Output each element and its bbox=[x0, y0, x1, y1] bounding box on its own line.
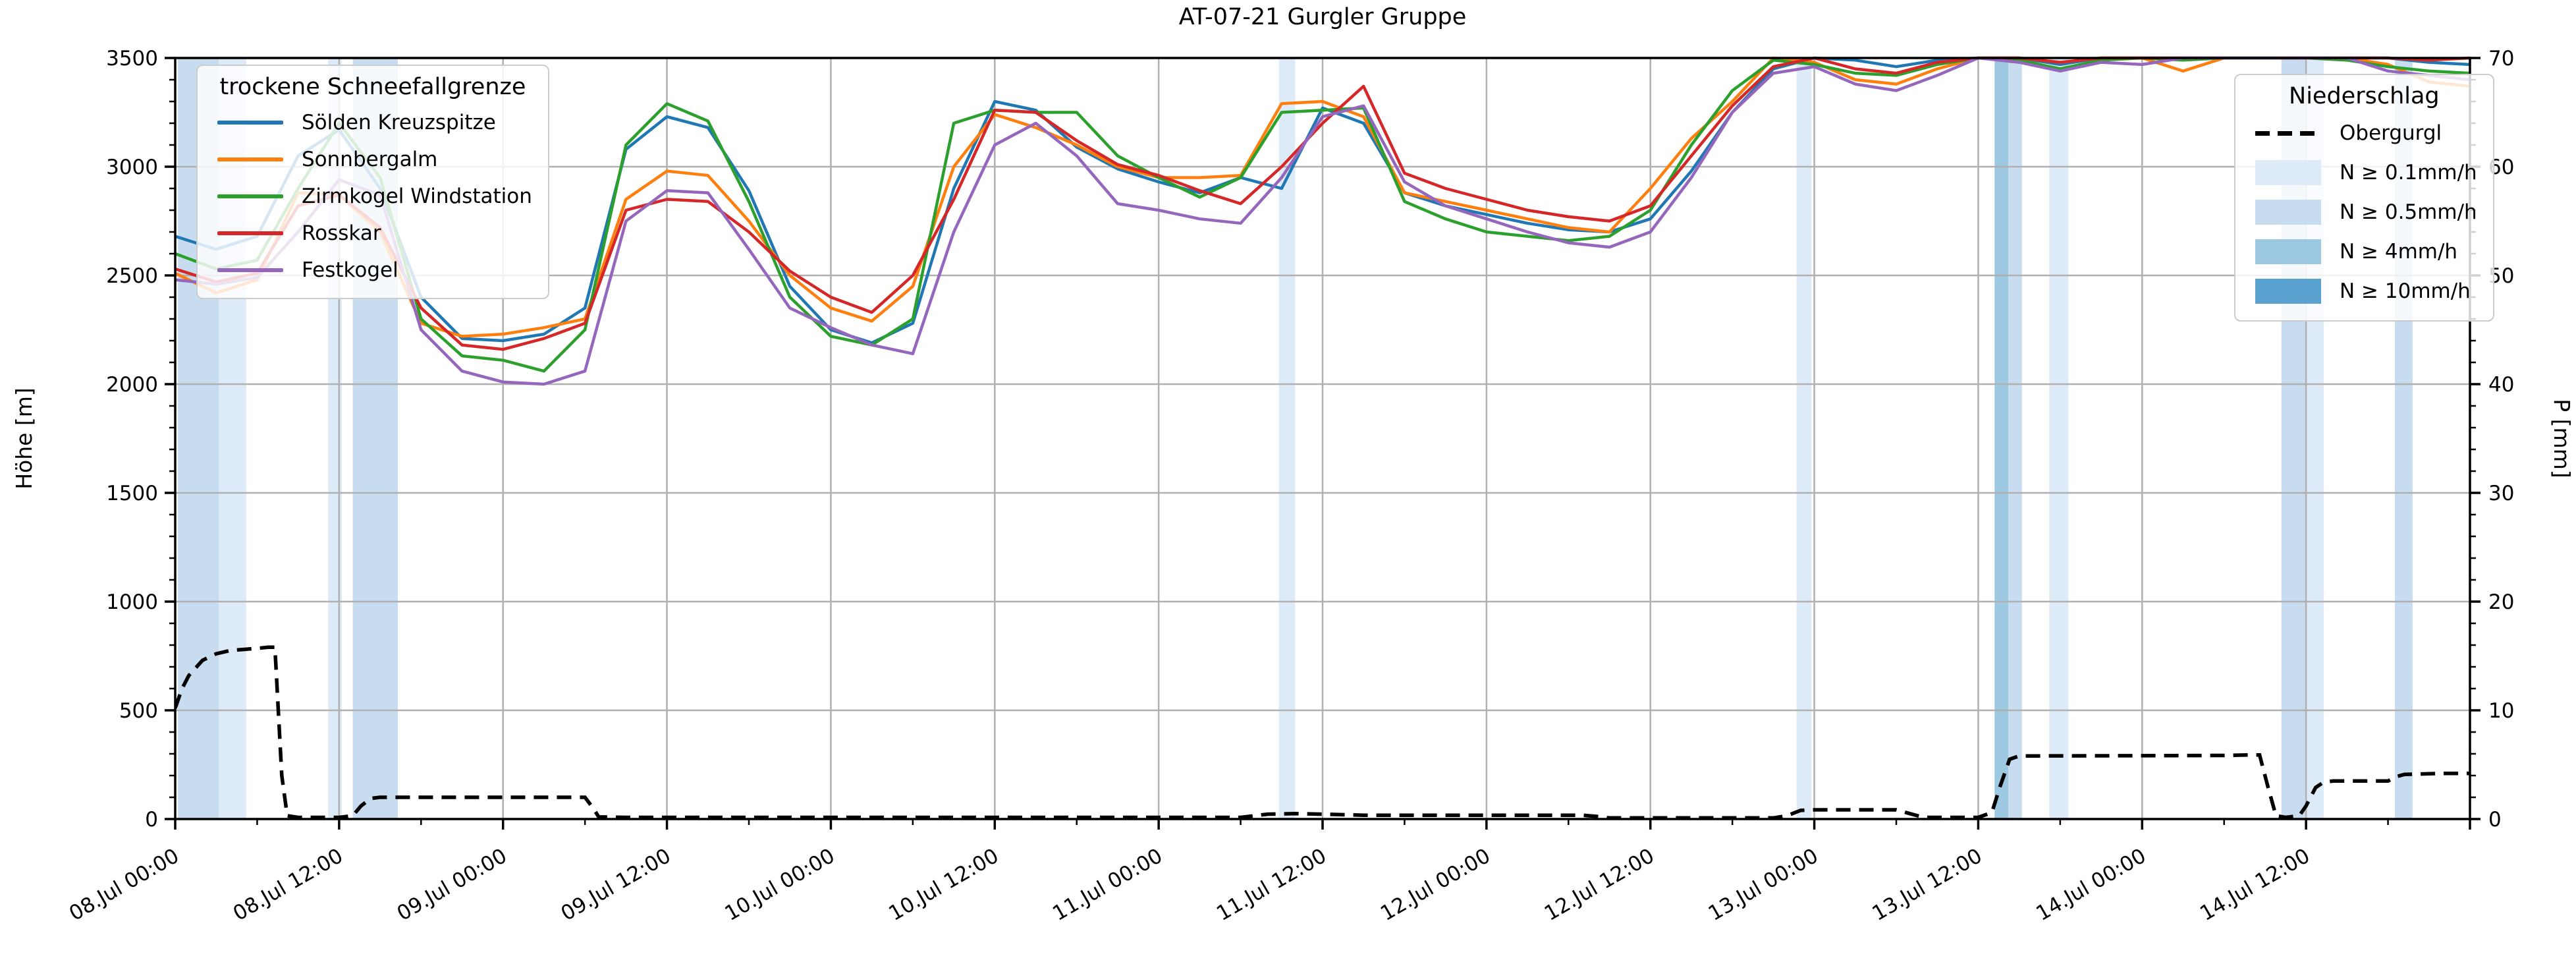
x-tick-label: 10.Jul 00:00 bbox=[721, 844, 838, 926]
legend-precip-label: N ≥ 0.1mm/h bbox=[2340, 161, 2477, 184]
y-right-tick-label: 70 bbox=[2488, 47, 2514, 71]
legend-precip-swatch-1 bbox=[2251, 160, 2325, 185]
legend-precip-label: N ≥ 10mm/h bbox=[2340, 279, 2471, 303]
legend-snowline-label: Rosskar bbox=[302, 221, 381, 245]
y-left-tick-label: 2000 bbox=[106, 373, 158, 397]
y-left-tick-label: 3000 bbox=[106, 156, 158, 179]
legend-snowline-swatch-3 bbox=[213, 231, 287, 235]
legend-snowline-item: Zirmkogel Windstation bbox=[213, 178, 532, 215]
y-left-tick-label: 1000 bbox=[106, 590, 158, 614]
legend-precip-label: Obergurgl bbox=[2340, 121, 2442, 145]
x-tick-label: 13.Jul 00:00 bbox=[1705, 844, 1822, 926]
line-color-swatch bbox=[217, 268, 283, 272]
legend-snowline-item: Sonnbergalm bbox=[213, 141, 532, 178]
legend-snowline-swatch-0 bbox=[213, 121, 287, 125]
x-tick-label: 12.Jul 12:00 bbox=[1541, 844, 1658, 926]
legend-precip-label: N ≥ 0.5mm/h bbox=[2340, 200, 2477, 224]
gridlines bbox=[175, 58, 2470, 819]
legend-precip-item: N ≥ 10mm/h bbox=[2251, 271, 2477, 311]
legend-snowline-label: Festkogel bbox=[302, 258, 398, 282]
x-tick-label: 11.Jul 12:00 bbox=[1213, 844, 1330, 926]
x-tick-label: 09.Jul 12:00 bbox=[557, 844, 675, 926]
precip-band bbox=[1278, 58, 1296, 819]
x-tick-label: 08.Jul 12:00 bbox=[229, 844, 347, 926]
legend-snowline-items: Sölden Kreuzspitze Sonnbergalm Zirmkogel W… bbox=[213, 104, 532, 289]
legend-precip-items: Obergurgl N ≥ 0.1mm/h N ≥ 0.5mm/h N ≥ 4mm/h… bbox=[2251, 113, 2477, 311]
legend-precip-label: N ≥ 4mm/h bbox=[2340, 240, 2458, 264]
legend-snowline-swatch-4 bbox=[213, 268, 287, 272]
x-tick-label: 08.Jul 00:00 bbox=[65, 844, 183, 926]
legend-precip-swatch-0 bbox=[2251, 130, 2325, 136]
x-tick-label: 09.Jul 00:00 bbox=[393, 844, 511, 926]
precip-cumulative-line bbox=[175, 645, 2470, 820]
legend-precip-swatch-2 bbox=[2251, 200, 2325, 225]
line-color-swatch bbox=[217, 121, 283, 125]
legend-snowline-label: Sonnbergalm bbox=[302, 148, 438, 171]
dashed-line-swatch bbox=[2255, 130, 2321, 136]
legend-precip-item: N ≥ 0.5mm/h bbox=[2251, 192, 2477, 232]
legend-precip-title: Niederschlag bbox=[2289, 83, 2440, 109]
y-left-tick-label: 500 bbox=[119, 699, 158, 723]
legend-snowline-item: Rosskar bbox=[213, 215, 532, 252]
y-left-axis-label: Höhe [m] bbox=[11, 387, 37, 490]
precip-shade-swatch bbox=[2255, 279, 2321, 304]
legend-precip: Niederschlag Obergurgl N ≥ 0.1mm/h N ≥ 0.5… bbox=[2234, 74, 2494, 322]
series-line-rosskar bbox=[175, 56, 2470, 351]
legend-precip-swatch-4 bbox=[2251, 279, 2325, 304]
y-left-tick-label: 2500 bbox=[106, 264, 158, 288]
series-line-festkogel bbox=[175, 56, 2470, 386]
y-right-tick-label: 10 bbox=[2488, 699, 2514, 723]
x-tick-label: 14.Jul 12:00 bbox=[2196, 844, 2314, 926]
precip-shade-swatch bbox=[2255, 239, 2321, 264]
y-left-tick-label: 3500 bbox=[106, 47, 158, 71]
legend-precip-item: N ≥ 4mm/h bbox=[2251, 232, 2477, 271]
precip-band bbox=[2049, 58, 2069, 819]
precip-band bbox=[1994, 58, 2009, 819]
y-left-tick-label: 1500 bbox=[106, 482, 158, 505]
legend-snowline-item: Sölden Kreuzspitze bbox=[213, 104, 532, 141]
legend-snowline-swatch-1 bbox=[213, 157, 287, 161]
legend-snowline-title: trockene Schneefallgrenze bbox=[219, 74, 526, 100]
y-right-axis-label: P [mm] bbox=[2549, 399, 2575, 478]
legend-snowline: trockene Schneefallgrenze Sölden Kreuzsp… bbox=[196, 65, 549, 299]
precip-band bbox=[2008, 58, 2022, 819]
x-tick-label: 13.Jul 12:00 bbox=[1868, 844, 1986, 926]
precip-band bbox=[1796, 58, 1812, 819]
series-line-zirmkogel-windstation bbox=[175, 56, 2470, 373]
chart-title: AT-07-21 Gurgler Gruppe bbox=[1178, 4, 1467, 30]
x-tick-label: 11.Jul 00:00 bbox=[1049, 844, 1166, 926]
legend-snowline-item: Festkogel bbox=[213, 252, 532, 289]
x-tick-label: 12.Jul 00:00 bbox=[1377, 844, 1494, 926]
snowline-series bbox=[175, 56, 2470, 386]
legend-snowline-label: Zirmkogel Windstation bbox=[302, 184, 532, 208]
legend-precip-item: N ≥ 0.1mm/h bbox=[2251, 153, 2477, 192]
precip-shade-swatch bbox=[2255, 200, 2321, 225]
legend-precip-item: Obergurgl bbox=[2251, 113, 2477, 153]
line-color-swatch bbox=[217, 231, 283, 235]
x-tick-label: 10.Jul 12:00 bbox=[885, 844, 1002, 926]
legend-precip-swatch-3 bbox=[2251, 239, 2325, 264]
line-color-swatch bbox=[217, 157, 283, 161]
precip-shade-swatch bbox=[2255, 160, 2321, 185]
line-color-swatch bbox=[217, 194, 283, 198]
y-right-tick-label: 20 bbox=[2488, 590, 2514, 614]
y-right-tick-label: 30 bbox=[2488, 482, 2514, 505]
x-tick-label: 14.Jul 00:00 bbox=[2032, 844, 2150, 926]
y-right-tick-label: 0 bbox=[2488, 808, 2502, 832]
y-right-tick-label: 40 bbox=[2488, 373, 2514, 397]
legend-snowline-label: Sölden Kreuzspitze bbox=[302, 111, 496, 134]
y-left-tick-label: 0 bbox=[145, 808, 158, 832]
legend-snowline-swatch-2 bbox=[213, 194, 287, 198]
